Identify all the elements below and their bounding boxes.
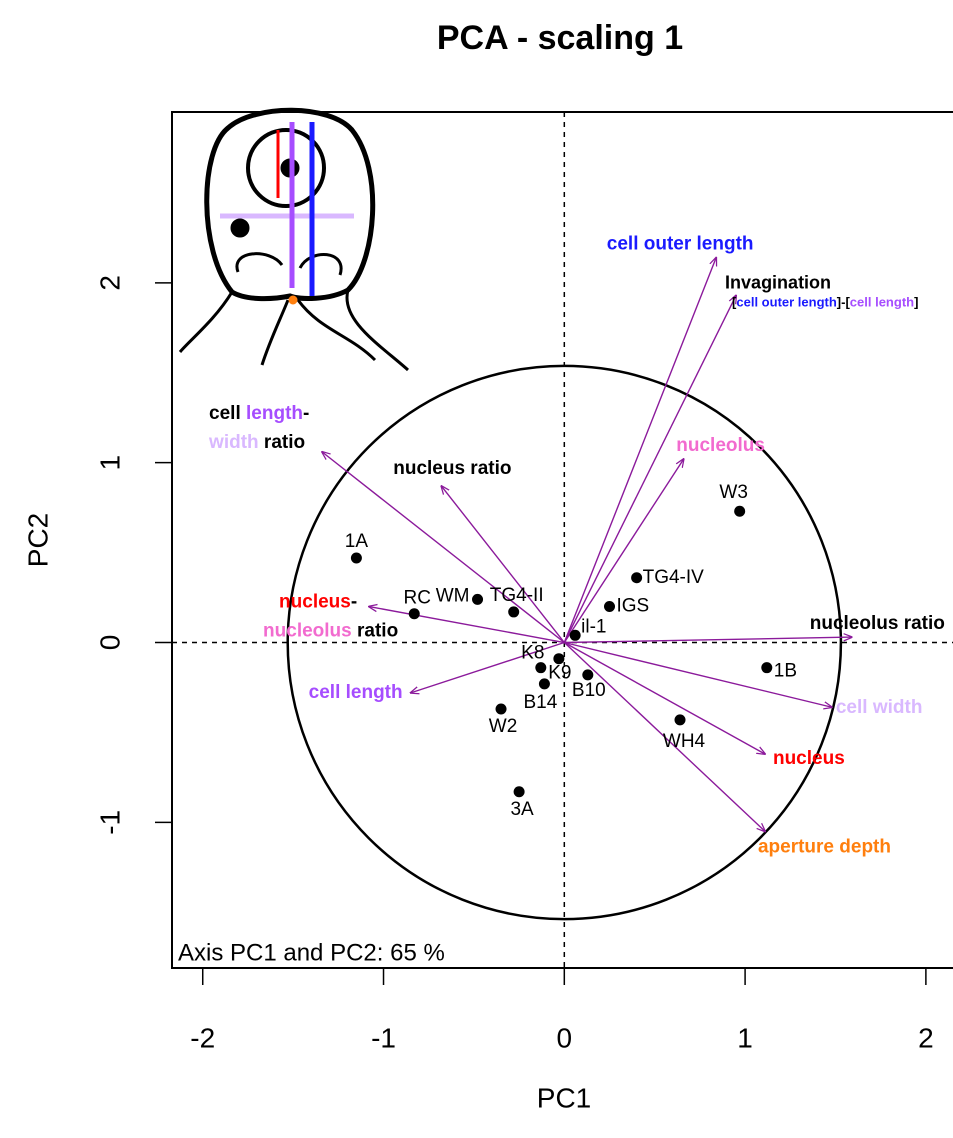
sample-point <box>535 662 546 673</box>
arrow-label-part: cell <box>209 403 246 424</box>
sample-label: W2 <box>489 716 518 737</box>
sample-point <box>351 552 362 563</box>
y-tick-label: -1 <box>94 810 125 835</box>
arrow-label: width ratio <box>208 432 305 453</box>
sample-point <box>570 630 581 641</box>
arrow-label-part: - <box>303 403 309 424</box>
sample-point <box>539 678 550 689</box>
sample-point <box>472 594 483 605</box>
arrow-label: nucleolus ratio <box>263 621 398 642</box>
sample-label: IGS <box>617 596 650 617</box>
x-tick-label: 2 <box>918 1022 934 1053</box>
sample-label: il-1 <box>581 616 606 637</box>
sample-point <box>409 608 420 619</box>
y-tick-label: 1 <box>94 455 125 471</box>
sample-point <box>508 606 519 617</box>
arrow-label-part: length <box>246 403 303 424</box>
arrow-label: [cell outer length]-[cell length] <box>732 295 918 310</box>
chart: PCA - scaling 1 PC1 PC2 -2 -1 0 1 2 -1 0 1 2 Axis… <box>0 0 953 1138</box>
x-tick-label: 1 <box>737 1022 753 1053</box>
arrow-label-part: nucleolus <box>263 621 352 642</box>
arrow-label-part: Invagination <box>725 272 831 292</box>
loading-arrow <box>441 486 564 642</box>
sample-label: K9 <box>548 663 571 684</box>
arrow-label-part: nucleolus <box>676 435 765 456</box>
loading-arrow <box>564 295 736 642</box>
sample-point <box>734 506 745 517</box>
arrow-label: nucleus- <box>279 592 357 613</box>
loading-arrow <box>369 607 564 643</box>
sample-point <box>514 786 525 797</box>
arrow-label-part: cell width <box>836 697 923 718</box>
sample-label: 1B <box>774 661 797 682</box>
sample-label: B10 <box>572 680 606 701</box>
arrow-label-part: aperture depth <box>758 836 891 857</box>
arrow-label: nucleolus <box>676 435 765 456</box>
arrow-label-part: nucleus <box>773 748 845 769</box>
sample-label: 1A <box>345 531 369 552</box>
arrow-label: cell width <box>836 697 923 718</box>
arrow-label-part: ] <box>914 295 918 310</box>
arrow-label-part: nucleus ratio <box>393 458 511 479</box>
arrow-label-part: ]-[ <box>837 295 851 310</box>
arrow-label: cell outer length <box>607 234 754 255</box>
arrow-label: Invagination <box>725 272 831 292</box>
y-axis-label: PC2 <box>22 513 53 567</box>
x-tick-label: -1 <box>371 1022 396 1053</box>
sample-point <box>761 662 772 673</box>
y-tick-label: 0 <box>94 635 125 651</box>
arrow-label: nucleus <box>773 748 845 769</box>
arrow-label-part: nucleolus ratio <box>810 613 945 634</box>
sample-label: WM <box>436 585 470 606</box>
arrow-label-part: nucleus <box>279 592 351 613</box>
sample-label: 3A <box>510 799 534 820</box>
sample-point <box>675 714 686 725</box>
arrow-label-part: cell length <box>309 682 403 703</box>
arrow-label-part: width <box>208 432 259 453</box>
sample-point <box>496 704 507 715</box>
arrow-label: nucleus ratio <box>393 458 511 479</box>
x-tick-label: -2 <box>190 1022 215 1053</box>
arrow-label-part: cell length <box>850 295 914 310</box>
sample-point <box>604 601 615 612</box>
x-tick-label: 0 <box>557 1022 573 1053</box>
x-axis-label: PC1 <box>537 1082 591 1113</box>
arrow-label: aperture depth <box>758 836 891 857</box>
cell-illustration <box>180 110 408 370</box>
arrow-label-part: - <box>351 592 357 613</box>
chart-title: PCA - scaling 1 <box>437 19 683 57</box>
sample-label: B14 <box>524 692 558 713</box>
sample-point <box>582 669 593 680</box>
arrow-label: cell length- <box>209 403 309 424</box>
arrow-label-part: cell outer length <box>607 234 754 255</box>
y-tick-label: 2 <box>94 275 125 291</box>
sample-label: W3 <box>719 482 748 503</box>
sample-label: RC <box>404 588 431 609</box>
loading-arrow <box>564 637 851 642</box>
sample-label: WH4 <box>663 731 706 752</box>
sample-point <box>631 572 642 583</box>
arrow-label-part: ratio <box>259 432 305 453</box>
arrow-label: cell length <box>309 682 403 703</box>
sample-label: K8 <box>521 643 544 664</box>
arrow-label-part: cell outer length <box>736 295 836 310</box>
sample-label: TG4-IV <box>643 567 705 588</box>
arrow-label-part: ratio <box>352 621 398 642</box>
sample-label: TG4-II <box>490 585 544 606</box>
arrow-label: nucleolus ratio <box>810 613 945 634</box>
annotation: Axis PC1 and PC2: 65 % <box>178 939 445 966</box>
